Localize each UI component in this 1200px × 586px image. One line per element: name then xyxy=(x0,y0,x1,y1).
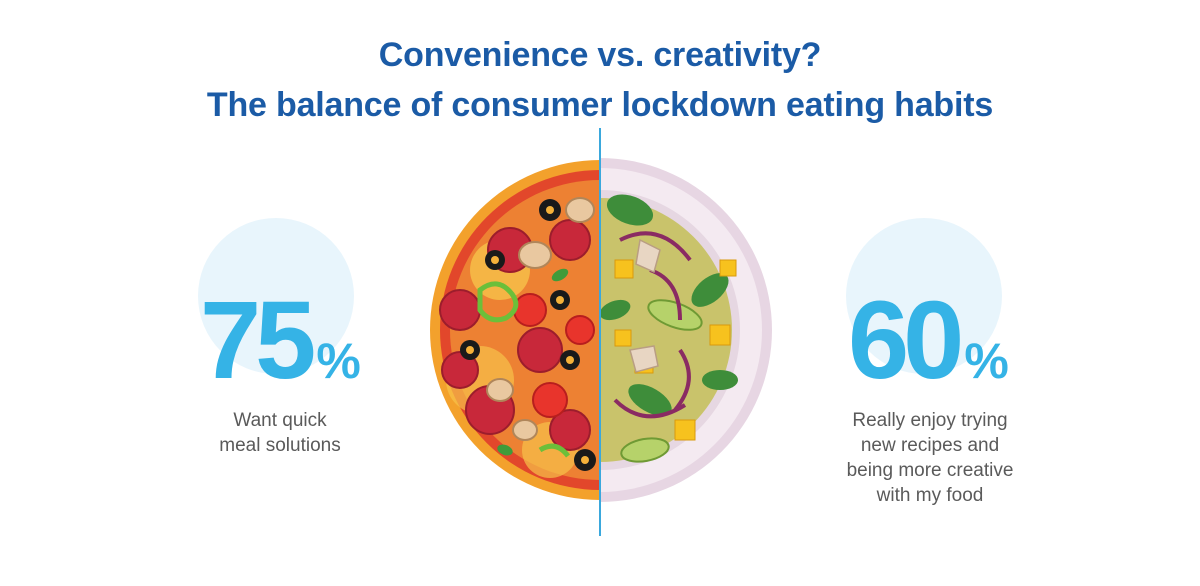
right-stat-bubble xyxy=(846,218,1002,374)
pizza-half-icon xyxy=(430,160,600,500)
title-line-2: The balance of consumer lockdown eating … xyxy=(206,86,994,124)
left-stat-value: 75% xyxy=(200,286,361,396)
left-caption-line: meal solutions xyxy=(219,435,341,456)
left-stat-number: 75 xyxy=(200,279,316,402)
right-stat-number: 60 xyxy=(848,279,964,402)
left-caption-line: Want quick xyxy=(233,410,327,431)
right-caption-line: Really enjoy trying xyxy=(852,410,1008,431)
right-stat-unit: % xyxy=(964,333,1009,389)
page-title: Convenience vs. creativity? The balance … xyxy=(0,30,1200,130)
center-divider xyxy=(599,128,601,536)
right-caption-line: new recipes and xyxy=(860,435,1000,456)
title-line-1: Convenience vs. creativity? xyxy=(378,36,822,74)
right-stat-caption: Really enjoy trying new recipes and bein… xyxy=(820,408,1040,508)
left-stat-unit: % xyxy=(316,333,361,389)
right-stat-value: 60% xyxy=(848,286,1009,396)
pizza-salad-illustration xyxy=(430,158,772,502)
right-caption-line: with my food xyxy=(876,485,984,506)
left-stat-caption: Want quick meal solutions xyxy=(190,408,370,458)
right-caption-line: being more creative xyxy=(846,460,1014,481)
salad-plate-half-icon xyxy=(600,158,772,502)
left-stat-bubble xyxy=(198,218,354,374)
